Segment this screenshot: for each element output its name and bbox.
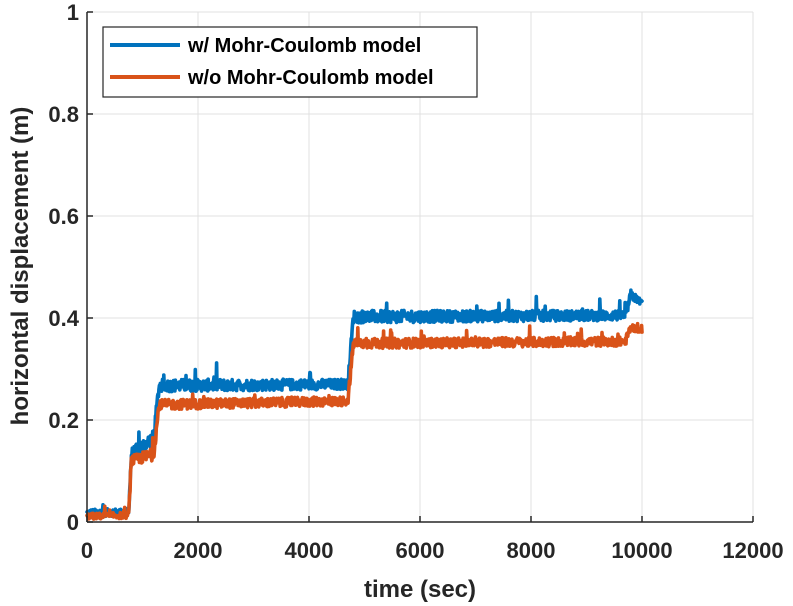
y-tick-label-3: 0.6 [48,204,79,229]
series-line-with-mc [85,288,644,519]
y-tick-label-1: 0.2 [48,408,79,433]
x-axis-label: time (sec) [364,576,476,603]
tick-labels: 0 2000 4000 6000 8000 10000 12000 0 0.2 0.4 0.6 0.8… [48,0,783,563]
y-tick-label-4: 0.8 [48,102,79,127]
y-tick-label-2: 0.4 [48,306,79,331]
x-tick-label-2: 4000 [285,538,334,563]
y-axis-label: horizontal displacement (m) [7,107,34,426]
legend: w/ Mohr-Coulomb model w/o Mohr-Coulomb m… [102,26,478,98]
x-tick-label-3: 6000 [396,538,445,563]
series-group [85,288,644,521]
y-tick-label-0: 0 [67,510,79,535]
legend-label-without-mc: w/o Mohr-Coulomb model [187,67,434,89]
x-tick-label-1: 2000 [174,538,223,563]
legend-box [102,26,478,98]
y-tick-label-5: 1 [67,0,79,25]
x-tick-label-6: 12000 [722,538,783,563]
legend-label-with-mc: w/ Mohr-Coulomb model [187,35,421,57]
x-tick-label-5: 10000 [611,538,672,563]
x-tick-label-4: 8000 [507,538,556,563]
axes [86,11,754,523]
x-tick-label-0: 0 [81,538,93,563]
series-line-without-mc [85,321,644,521]
